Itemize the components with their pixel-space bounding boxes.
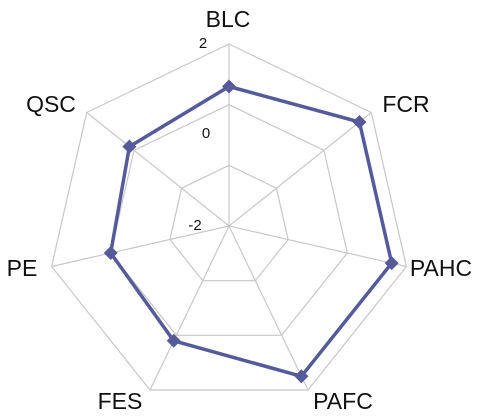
axis-labels: BLC FCR PAHC PAFC FES PE QSC xyxy=(7,6,472,414)
data-point-fes xyxy=(166,333,181,348)
tick-label-0: 0 xyxy=(202,125,210,142)
data-point-qsc xyxy=(122,139,137,154)
grid-ring-3 xyxy=(50,43,408,391)
data-point-pahc xyxy=(384,256,399,271)
data-point-fcr xyxy=(352,114,367,129)
axis-label-qsc: QSC xyxy=(26,91,76,117)
radar-series xyxy=(103,79,399,384)
axis-label-fes: FES xyxy=(98,388,143,414)
spoke-qsc xyxy=(86,112,230,227)
grid-ring-2 xyxy=(110,104,348,336)
axis-label-blc: BLC xyxy=(206,6,251,32)
spoke-fes xyxy=(149,225,230,391)
tick-label-2: 2 xyxy=(199,35,207,52)
axis-label-pe: PE xyxy=(7,255,38,281)
data-point-pafc xyxy=(294,369,309,384)
data-point-pe xyxy=(103,245,118,260)
spoke-pe xyxy=(51,225,230,268)
radar-spokes xyxy=(51,44,407,391)
tick-label-minus-2: -2 xyxy=(188,217,201,234)
tick-labels: 2 0 -2 xyxy=(188,35,210,234)
spoke-pafc xyxy=(228,225,309,391)
grid-ring-1 xyxy=(169,164,289,282)
axis-label-fcr: FCR xyxy=(382,91,429,117)
spoke-pahc xyxy=(228,225,407,268)
axis-label-pafc: PAFC xyxy=(313,388,373,414)
spoke-fcr xyxy=(228,112,372,227)
data-point-blc xyxy=(222,79,236,94)
axis-label-pahc: PAHC xyxy=(410,255,472,281)
radar-grid xyxy=(50,43,408,391)
series-line-0 xyxy=(108,84,394,379)
